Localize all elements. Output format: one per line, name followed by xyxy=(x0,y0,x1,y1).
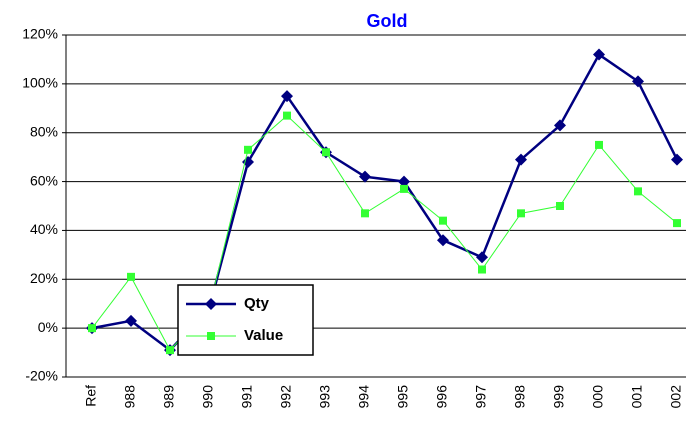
legend-label: Qty xyxy=(244,295,270,312)
marker xyxy=(283,111,291,120)
x-tick-label: 999 xyxy=(551,385,567,409)
marker xyxy=(593,48,605,61)
marker xyxy=(281,90,293,103)
x-tick-label: 988 xyxy=(122,385,138,409)
marker xyxy=(437,234,449,247)
y-tick-label: 120% xyxy=(22,26,58,42)
marker xyxy=(671,153,683,166)
marker xyxy=(439,216,447,225)
x-tick-label: 002 xyxy=(668,385,684,409)
x-tick-label: 001 xyxy=(629,385,645,409)
legend-box xyxy=(177,284,314,356)
marker xyxy=(632,75,644,88)
marker xyxy=(361,209,369,218)
marker xyxy=(125,314,137,327)
marker xyxy=(359,170,371,183)
marker xyxy=(398,175,410,188)
marker xyxy=(554,119,566,132)
y-tick-label: 0% xyxy=(38,319,58,335)
marker xyxy=(556,202,564,210)
marker xyxy=(634,187,642,196)
x-tick-label: Ref xyxy=(83,385,99,407)
marker xyxy=(400,184,408,193)
marker xyxy=(517,209,525,218)
y-tick-label: 80% xyxy=(30,123,58,139)
x-tick-label: 997 xyxy=(473,385,489,409)
marker xyxy=(127,272,135,281)
x-tick-label: 994 xyxy=(356,385,372,409)
legend-marker xyxy=(205,298,217,310)
marker xyxy=(166,346,174,355)
y-tick-label: 60% xyxy=(30,172,58,188)
marker xyxy=(88,324,96,333)
marker xyxy=(244,145,252,154)
x-tick-label: 991 xyxy=(239,385,255,409)
marker xyxy=(478,265,486,274)
marker xyxy=(476,251,488,264)
x-tick-label: 993 xyxy=(317,385,333,409)
x-tick-label: 998 xyxy=(512,385,528,409)
y-tick-label: 40% xyxy=(30,221,58,237)
x-tick-label: 992 xyxy=(278,385,294,409)
legend-label: Value xyxy=(244,327,283,344)
x-tick-label: 989 xyxy=(161,385,177,409)
x-tick-label: 995 xyxy=(395,385,411,409)
marker xyxy=(515,153,527,166)
marker xyxy=(673,219,681,228)
y-tick-label: -20% xyxy=(25,368,58,384)
marker xyxy=(242,156,254,169)
chart-title: Gold xyxy=(367,11,408,31)
x-tick-label: 996 xyxy=(434,385,450,409)
legend: Qty Value xyxy=(177,284,314,356)
marker xyxy=(595,140,603,149)
y-tick-label: 20% xyxy=(30,270,58,286)
x-tick-label: 990 xyxy=(200,385,216,409)
x-tick-label: 000 xyxy=(590,385,606,409)
legend-marker xyxy=(207,332,215,340)
y-tick-label: 100% xyxy=(22,75,58,91)
marker xyxy=(322,148,330,157)
